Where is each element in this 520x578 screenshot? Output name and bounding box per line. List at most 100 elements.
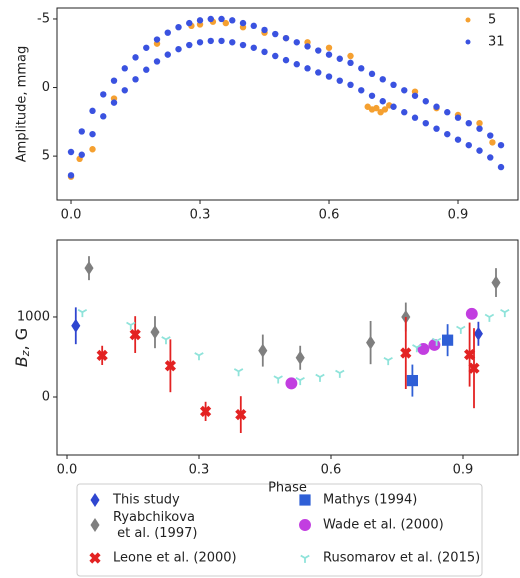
diamond-marker	[258, 343, 268, 358]
data-point	[304, 43, 311, 50]
diamond-marker	[491, 275, 501, 290]
data-point	[390, 103, 397, 110]
bottom-axes-frame	[56, 239, 519, 456]
x-marker	[96, 349, 108, 361]
y-axis-label-part: B	[12, 356, 31, 367]
data-point	[239, 41, 247, 49]
data-point	[358, 65, 365, 72]
data-point	[373, 104, 380, 112]
y-tick-label: 0	[42, 389, 50, 404]
data-point	[282, 34, 290, 42]
data-point	[433, 103, 440, 110]
data-point	[250, 22, 257, 30]
legend-marker	[90, 493, 100, 507]
x-marker	[468, 362, 480, 374]
data-point	[465, 120, 472, 127]
x-marker	[199, 405, 212, 418]
y-tick-label: 0	[42, 80, 50, 95]
data-point	[121, 65, 128, 72]
data-point	[89, 107, 96, 115]
x-axis-label: Phase	[268, 481, 307, 496]
data-point	[422, 98, 429, 105]
data-point	[401, 109, 408, 116]
tri-marker	[194, 352, 204, 361]
legend-marker	[465, 39, 471, 45]
data-point	[476, 120, 483, 127]
diamond-marker	[366, 335, 376, 350]
data-point	[476, 147, 483, 154]
data-point	[497, 141, 505, 149]
data-point	[78, 151, 85, 158]
data-point	[100, 113, 107, 120]
legend-marker	[89, 552, 101, 564]
data-point	[229, 17, 236, 24]
data-point	[489, 139, 496, 146]
data-point	[132, 54, 139, 61]
data-point	[78, 128, 85, 135]
data-point	[336, 77, 343, 84]
data-point	[164, 51, 171, 58]
data-point	[336, 55, 343, 62]
data-point	[239, 19, 247, 27]
x-tick-label: 0.0	[57, 463, 78, 478]
data-point	[347, 59, 354, 67]
y-axis-label-part: z	[19, 350, 32, 357]
data-point	[465, 141, 472, 149]
data-point	[110, 77, 118, 84]
x-tick-label: 0.3	[189, 463, 210, 478]
tri-marker	[383, 356, 393, 366]
data-point	[110, 99, 118, 106]
data-point	[218, 15, 225, 23]
x-marker	[463, 348, 476, 361]
data-point	[175, 45, 182, 53]
x-tick-label: 0.3	[190, 208, 211, 223]
x-marker	[164, 360, 177, 372]
tri-marker	[233, 368, 244, 377]
x-tick-label: 0.0	[61, 208, 82, 223]
x-tick-label: 0.9	[453, 463, 474, 478]
data-point	[325, 51, 333, 58]
data-point	[315, 47, 322, 54]
legend-marker	[300, 554, 310, 563]
data-point	[411, 114, 419, 121]
tri-marker	[126, 321, 136, 330]
top-axes-frame	[56, 7, 519, 201]
data-point	[358, 87, 365, 94]
data-point	[325, 73, 333, 80]
data-point	[401, 87, 408, 94]
data-point	[379, 76, 386, 83]
data-point	[272, 30, 279, 38]
legend-marker	[90, 518, 100, 532]
data-point	[175, 24, 182, 31]
data-point	[368, 92, 376, 99]
legend-label: Leone et al. (2000)	[113, 551, 237, 566]
x-tick-label: 0.6	[321, 463, 342, 478]
data-point	[454, 114, 462, 121]
data-point	[304, 65, 311, 72]
legend-label: Wade et al. (2000)	[323, 518, 444, 533]
y-tick-label: 1000	[17, 309, 50, 324]
circle-marker	[465, 307, 478, 320]
square-marker	[406, 374, 418, 387]
data-point	[164, 29, 171, 36]
data-point	[272, 52, 279, 60]
tri-marker	[456, 325, 466, 334]
legend-label: This study	[112, 493, 180, 508]
data-point	[143, 44, 150, 51]
data-point	[390, 81, 397, 89]
diamond-marker	[295, 350, 305, 365]
legend-frame	[76, 483, 483, 577]
data-point	[347, 52, 354, 60]
tri-marker	[273, 375, 283, 384]
data-point	[207, 37, 214, 45]
data-point	[315, 69, 322, 76]
data-point	[67, 148, 75, 156]
data-point	[229, 39, 236, 46]
data-point	[121, 87, 128, 94]
data-point	[368, 70, 376, 78]
data-point	[476, 125, 483, 132]
data-point	[153, 36, 161, 43]
legend-label: Ryabchikova et al. (1997)	[113, 510, 197, 541]
diamond-marker	[473, 326, 483, 341]
